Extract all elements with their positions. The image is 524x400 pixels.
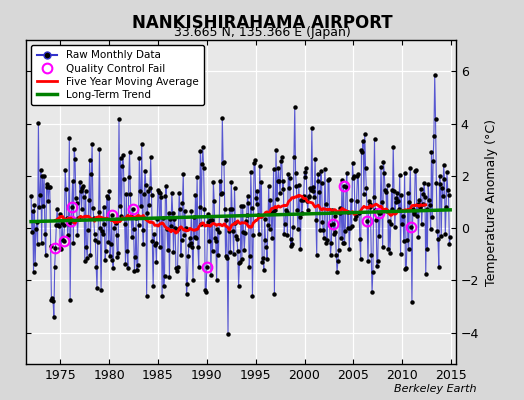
Text: NANKISHIRAHAMA AIRPORT: NANKISHIRAHAMA AIRPORT — [132, 14, 392, 32]
Y-axis label: Temperature Anomaly (°C): Temperature Anomaly (°C) — [485, 118, 498, 286]
Text: Berkeley Earth: Berkeley Earth — [395, 384, 477, 394]
Legend: Raw Monthly Data, Quality Control Fail, Five Year Moving Average, Long-Term Tren: Raw Monthly Data, Quality Control Fail, … — [31, 45, 204, 105]
Text: 33.665 N, 135.366 E (Japan): 33.665 N, 135.366 E (Japan) — [173, 26, 351, 39]
